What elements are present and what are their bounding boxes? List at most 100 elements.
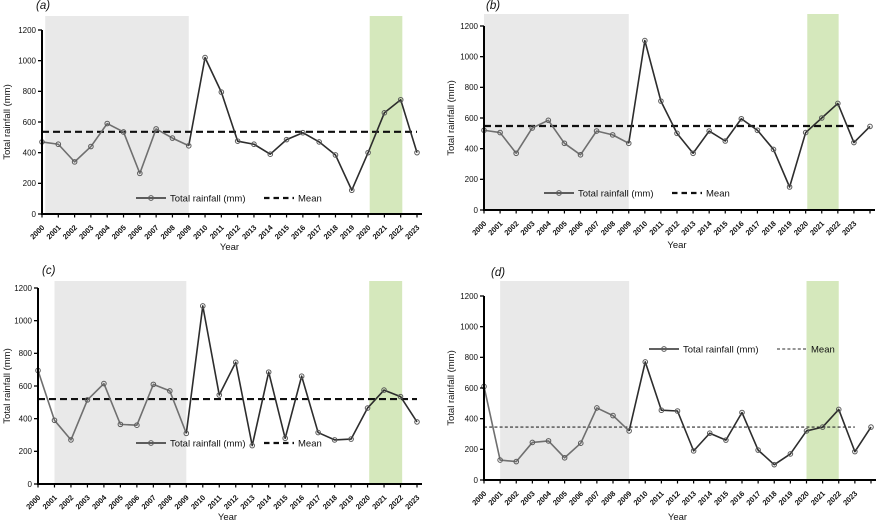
y-tick-label: 1200 bbox=[18, 26, 36, 35]
data-point-marker bbox=[364, 405, 371, 411]
data-point-marker bbox=[739, 409, 745, 416]
data-point-marker bbox=[169, 135, 176, 141]
data-point-marker bbox=[68, 437, 74, 443]
x-tick-label: 2004 bbox=[535, 488, 554, 507]
data-point-marker bbox=[88, 143, 94, 150]
data-point-marker bbox=[300, 129, 306, 136]
data-point-marker bbox=[365, 149, 371, 156]
x-tick-label: 2014 bbox=[257, 222, 276, 241]
data-point-marker bbox=[658, 407, 665, 414]
data-point-marker bbox=[332, 152, 339, 158]
x-tick-label: 2016 bbox=[728, 489, 746, 507]
y-axis-title: Total rainfall (mm) bbox=[2, 84, 13, 160]
panel-b: (b) 0 200 400 600 800 1000 1200 2000 2001 2002 200… bbox=[444, 0, 887, 263]
y-tick-label: 600 bbox=[465, 384, 479, 393]
legend-marker-sample bbox=[556, 190, 562, 196]
panel-a: (a) 0 200 400 600 800 1000 1200 2000 2001 2002 200… bbox=[0, 0, 443, 263]
highlight-period-band bbox=[807, 14, 839, 210]
x-tick-label: 2019 bbox=[777, 489, 795, 507]
data-point-marker bbox=[706, 128, 712, 134]
data-point-marker bbox=[71, 159, 78, 165]
data-point-marker bbox=[545, 117, 552, 124]
x-tick-label: 2014 bbox=[696, 488, 715, 507]
x-tick-label: 2002 bbox=[61, 223, 79, 241]
x-tick-label: 2006 bbox=[567, 219, 585, 237]
data-point-marker bbox=[723, 437, 729, 443]
y-tick-label: 1000 bbox=[18, 56, 36, 65]
data-point-marker bbox=[625, 140, 632, 147]
data-point-marker bbox=[282, 435, 288, 442]
x-tick-label: 2012 bbox=[224, 223, 242, 241]
x-tick-label: 2015 bbox=[271, 493, 289, 511]
x-axis-title: Year bbox=[220, 242, 239, 253]
y-tick-label: 0 bbox=[28, 480, 33, 489]
x-tick-label: 2023 bbox=[403, 493, 421, 511]
x-tick-label: 2020 bbox=[354, 223, 372, 241]
data-point-marker bbox=[397, 96, 404, 103]
data-point-marker bbox=[381, 387, 387, 393]
data-point-marker bbox=[249, 442, 256, 449]
x-tick-label: 2015 bbox=[273, 223, 291, 241]
data-point-marker bbox=[381, 110, 388, 116]
data-point-marker bbox=[690, 448, 697, 454]
x-tick-label: 2009 bbox=[615, 489, 633, 507]
data-point-marker bbox=[218, 89, 225, 95]
x-tick-label: 2021 bbox=[809, 489, 827, 507]
x-tick-label: 2008 bbox=[159, 223, 177, 241]
legend-mean-label: Mean bbox=[298, 193, 322, 204]
data-point-marker bbox=[202, 54, 208, 61]
data-point-marker bbox=[199, 303, 206, 309]
x-tick-label: 2002 bbox=[57, 493, 75, 511]
data-point-marker bbox=[755, 447, 761, 453]
x-tick-label: 2006 bbox=[123, 493, 141, 511]
data-point-marker bbox=[51, 417, 58, 424]
x-tick-label: 2023 bbox=[841, 489, 859, 507]
x-axis-title: Year bbox=[668, 512, 687, 523]
y-tick-label: 800 bbox=[19, 349, 33, 358]
x-tick-label: 2013 bbox=[238, 493, 256, 511]
data-point-marker bbox=[137, 170, 143, 177]
x-tick-label: 2003 bbox=[519, 489, 537, 507]
data-point-marker bbox=[513, 458, 520, 465]
x-tick-label: 2020 bbox=[793, 489, 811, 507]
highlight-period-band bbox=[369, 281, 403, 484]
data-point-marker bbox=[706, 430, 713, 437]
y-tick-label: 800 bbox=[23, 87, 37, 96]
x-tick-label: 2000 bbox=[24, 493, 42, 511]
panel-a-chart: 0200400600800100012002000200120022003200… bbox=[2, 16, 422, 253]
panel-c: (c) 0 200 400 600 800 1000 1200 2000 2001 2002 200… bbox=[0, 264, 443, 527]
x-tick-label: 2002 bbox=[503, 489, 521, 507]
data-point-marker bbox=[529, 125, 536, 131]
data-point-marker bbox=[642, 359, 649, 365]
y-axis-title: Total rainfall (mm) bbox=[446, 80, 457, 156]
data-point-marker bbox=[610, 412, 616, 419]
data-point-marker bbox=[153, 126, 159, 132]
x-tick-label: 2004 bbox=[90, 492, 109, 511]
data-point-marker bbox=[787, 451, 794, 457]
data-point-marker bbox=[513, 150, 519, 157]
pre-period-band bbox=[484, 14, 629, 210]
x-tick-label: 2019 bbox=[776, 219, 794, 237]
y-tick-label: 0 bbox=[474, 206, 479, 215]
data-point-marker bbox=[104, 120, 111, 127]
x-tick-label: 2010 bbox=[632, 489, 650, 507]
y-tick-label: 600 bbox=[23, 118, 37, 127]
y-tick-label: 1200 bbox=[460, 22, 478, 31]
panel-d: (d) 0 200 400 600 800 1000 1200 2000 2001 2002 200… bbox=[444, 264, 887, 527]
data-point-marker bbox=[84, 397, 91, 403]
data-point-marker bbox=[529, 439, 536, 446]
x-tick-label: 2008 bbox=[599, 219, 617, 237]
data-point-marker bbox=[545, 438, 552, 444]
x-tick-label: 2016 bbox=[288, 493, 306, 511]
panel-c-chart: 0200400600800100012002000200120022003200… bbox=[2, 281, 422, 523]
x-tick-label: 2016 bbox=[728, 219, 746, 237]
x-tick-label: 2010 bbox=[191, 223, 209, 241]
x-tick-label: 2008 bbox=[599, 489, 617, 507]
panel-b-label: (b) bbox=[486, 0, 501, 12]
x-tick-label: 2007 bbox=[140, 493, 158, 511]
data-point-marker bbox=[414, 149, 420, 156]
x-tick-label: 2000 bbox=[28, 223, 46, 241]
data-point-marker bbox=[298, 373, 305, 379]
data-point-marker bbox=[819, 424, 826, 430]
x-tick-label: 2021 bbox=[371, 223, 389, 241]
